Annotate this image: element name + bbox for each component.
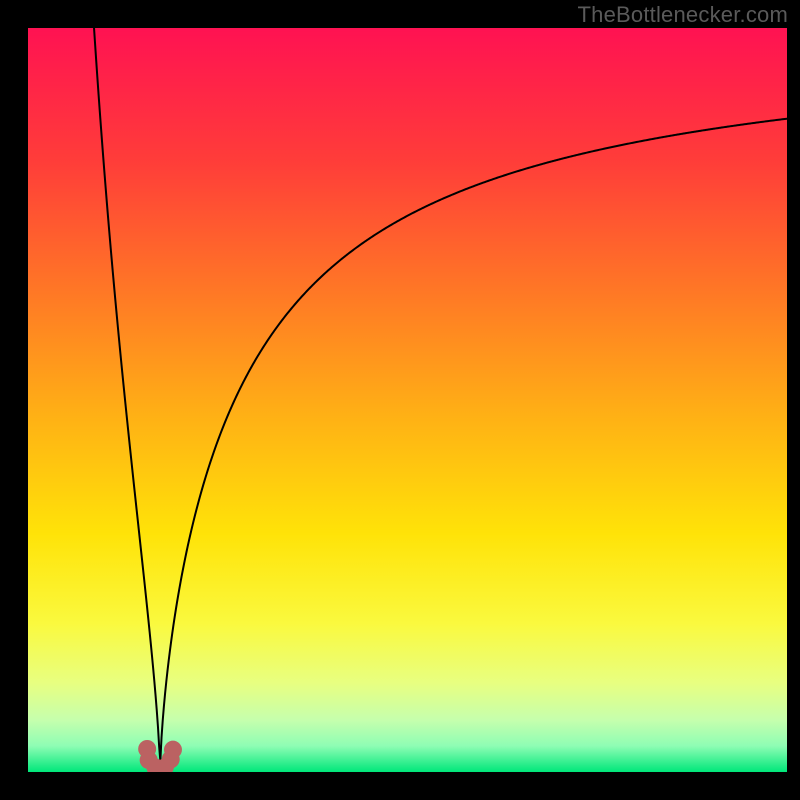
bottleneck-plot [0, 0, 800, 800]
plot-background [28, 28, 787, 772]
watermark: TheBottlenecker.com [578, 2, 788, 28]
marker-dot [164, 741, 182, 759]
